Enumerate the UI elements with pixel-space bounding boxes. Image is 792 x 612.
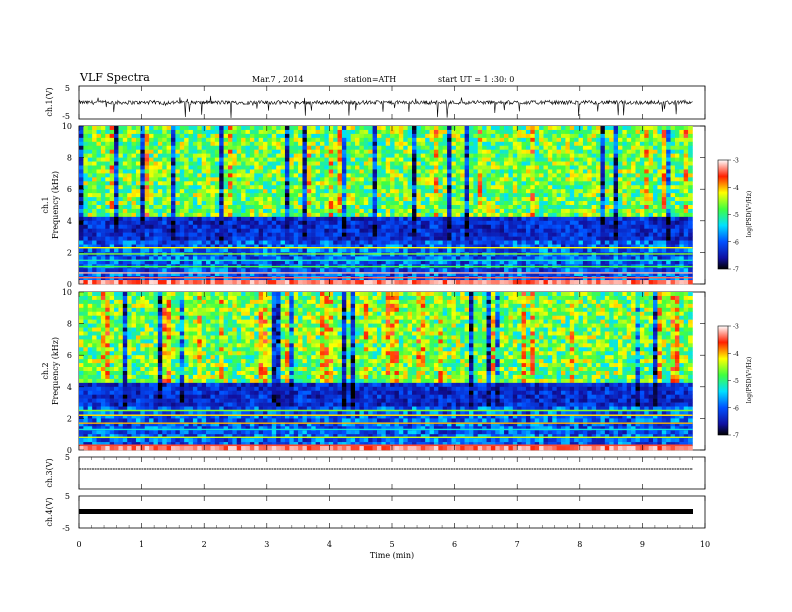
colorbar-tick--7: -7: [733, 433, 739, 440]
x-tick-4: 4: [327, 540, 332, 549]
ch4-ylabel: ch.4(V): [45, 497, 54, 526]
ch2-spectrogram-image: [79, 292, 693, 451]
colorbar-tick--3: -3: [733, 158, 739, 165]
x-tick-10: 10: [700, 540, 710, 549]
start-time-label: start UT = 1 :30: 0: [438, 75, 514, 84]
x-tick-9: 9: [640, 540, 645, 549]
ch1-ylabel: ch.1(V): [45, 87, 54, 116]
x-tick-0: 0: [76, 540, 81, 549]
spec2-ytick-2: 2: [67, 414, 72, 423]
colorbar-tick--5: -5: [733, 212, 739, 219]
x-tick-8: 8: [577, 540, 582, 549]
ch1-waveform-panel: 5 -5 ch.1(V): [45, 84, 706, 121]
spec1-ytick-6: 6: [67, 185, 72, 194]
colorbar-tick--5: -5: [733, 378, 739, 385]
ch1-yticks: 0 2 4 6 8 10: [62, 122, 705, 289]
spec1-ytick-2: 2: [67, 248, 72, 257]
spec1-ytick-4: 4: [67, 217, 72, 226]
ch2-yticks: 0 2 4 6 8 10: [62, 288, 705, 455]
spec1-ytick-8: 8: [67, 154, 72, 163]
x-axis-label: Time (min): [370, 551, 414, 560]
x-tick-6: 6: [452, 540, 457, 549]
ch3-ytick-5: 5: [65, 453, 70, 462]
ch3-ylabel: ch.3(V): [45, 458, 54, 487]
colorbar-tick--7: -7: [733, 267, 739, 274]
ch2-spectrogram-panel: 0 2 4 6 8 10 ch.2 Frequency (kHz): [41, 288, 706, 455]
ch4-waveform-trace: [79, 509, 693, 514]
ch2-colorbar: -3 -4 -5 -6 -7 log(PSD(V²/Hz): [717, 324, 753, 440]
ch1-ytick-5: 5: [65, 84, 70, 93]
spec1-ytick-0: 0: [67, 280, 72, 289]
spec2-ytick-8: 8: [67, 320, 72, 329]
ch1-waveform-trace: [78, 95, 693, 119]
x-tick-7: 7: [515, 540, 520, 549]
spec2-ytick-4: 4: [67, 383, 72, 392]
x-tick-5: 5: [389, 540, 394, 549]
x-tick-2: 2: [202, 540, 207, 549]
ch1-colorbar: -3 -4 -5 -6 -7 log(PSD(V²/Hz): [717, 158, 753, 274]
colorbar-tick--4: -4: [733, 351, 739, 358]
ch2-spec-ylabel-frequency: Frequency (kHz): [51, 337, 60, 405]
colorbar-tick--4: -4: [733, 185, 739, 192]
ch1-ytick-neg5: -5: [62, 112, 70, 121]
station-label: station=ATH: [344, 75, 396, 84]
x-tick-1: 1: [139, 540, 144, 549]
ch1-waveform-line: [78, 95, 693, 119]
ch3-waveform-panel: 5 ch.3(V): [45, 453, 706, 490]
ch2-spec-ylabel-channel: ch.2: [41, 362, 50, 379]
ch1-spectrogram-image: [79, 126, 693, 285]
spec1-ytick-10: 10: [62, 122, 72, 131]
ch4-ytick-neg5: -5: [62, 524, 70, 533]
date-label: Mar.7 , 2014: [252, 75, 304, 84]
ch1-spectrogram-panel: 0 2 4 6 8 10 ch.1 Frequency (kHz): [41, 122, 706, 289]
x-axis: 0 1 2 3 4 5 6 7 8 9 10: [76, 86, 710, 549]
ch2-colorbar-label: log(PSD(V²/Hz): [746, 357, 753, 404]
spec2-ytick-0: 0: [67, 446, 72, 455]
x-tick-3: 3: [264, 540, 269, 549]
spec2-ytick-10: 10: [62, 288, 72, 297]
ch1-colorbar-label: log(PSD(V²/Hz): [746, 191, 753, 238]
ch4-ytick-5: 5: [65, 492, 70, 501]
colorbar-tick--3: -3: [733, 324, 739, 331]
figure-title: VLF Spectra: [79, 71, 150, 84]
colorbar-tick--6: -6: [733, 405, 739, 412]
ch1-spec-ylabel-frequency: Frequency (kHz): [51, 171, 60, 239]
ch1-spec-ylabel-channel: ch.1: [41, 196, 50, 213]
colorbar-tick--6: -6: [733, 239, 739, 246]
spec2-ytick-6: 6: [67, 351, 72, 360]
ch4-waveform-panel: 5 -5 ch.4(V): [45, 492, 706, 533]
